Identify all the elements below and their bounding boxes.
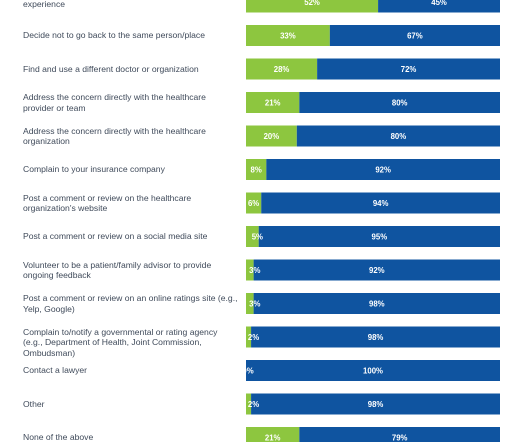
bar-segment-series-1 bbox=[246, 326, 252, 348]
value-label-series-2: 79% bbox=[392, 434, 408, 443]
value-label-series-1: 3% bbox=[249, 300, 260, 309]
bar-segment-series-1 bbox=[246, 393, 252, 415]
value-label-series-1: 6% bbox=[248, 199, 259, 208]
bar-segment-series-2 bbox=[378, 0, 500, 13]
value-label-series-2: 95% bbox=[372, 233, 388, 242]
category-label: Volunteer to be a patient/family advisor… bbox=[23, 259, 212, 281]
category-label: Address the concern directly with the he… bbox=[23, 92, 206, 113]
value-label-series-2: 45% bbox=[431, 0, 447, 7]
bar-segment-series-2 bbox=[251, 393, 500, 415]
category-label: Address the concern directly with the he… bbox=[23, 125, 206, 147]
value-label-series-2: 98% bbox=[368, 333, 384, 342]
category-label: Decide not to go back to the same person… bbox=[23, 30, 206, 41]
value-label-series-2: 67% bbox=[407, 32, 423, 41]
value-label-series-1: 21% bbox=[265, 434, 281, 443]
bar-segment-series-2 bbox=[317, 58, 500, 80]
value-label-series-1: 2% bbox=[248, 400, 259, 409]
value-label-series-1: 3% bbox=[249, 266, 260, 275]
category-label: Contact a lawyer bbox=[23, 365, 88, 376]
value-label-series-1: 28% bbox=[274, 65, 290, 74]
bar-segment-series-1 bbox=[246, 159, 267, 180]
category-label: Complain to your insurance company bbox=[23, 164, 165, 175]
value-label-series-1: 20% bbox=[264, 132, 280, 141]
value-label-series-2: 94% bbox=[373, 199, 389, 208]
bar-segment-series-2 bbox=[258, 226, 500, 247]
bar-segment-series-1 bbox=[246, 427, 300, 442]
category-label: Complain to/notify a governmental or rat… bbox=[23, 326, 218, 358]
bar-segment-series-1 bbox=[246, 58, 318, 80]
value-label-series-1: 52% bbox=[304, 0, 320, 7]
category-label: Post a comment or review on a social med… bbox=[23, 231, 208, 242]
bar-segment-series-1 bbox=[246, 25, 330, 46]
bar-segment-series-1 bbox=[246, 226, 259, 247]
value-label-series-2: 98% bbox=[369, 300, 385, 309]
bar-segment-series-1 bbox=[246, 259, 254, 281]
value-label-series-2: 100% bbox=[363, 367, 383, 376]
value-label-series-1: 33% bbox=[280, 32, 296, 41]
category-label: Other bbox=[23, 398, 45, 409]
value-label-series-1: 2% bbox=[248, 333, 259, 342]
bar-segment-series-2 bbox=[299, 92, 500, 113]
value-label-series-1: 8% bbox=[251, 166, 262, 175]
bar-segment-series-1 bbox=[246, 0, 379, 13]
value-label-series-2: 72% bbox=[401, 65, 417, 74]
category-label: Post a comment or review on an online ra… bbox=[23, 293, 238, 314]
bar-segment-series-1 bbox=[246, 92, 300, 113]
bar-segment-series-1 bbox=[246, 125, 297, 147]
bar-segment-series-1 bbox=[246, 293, 254, 314]
bar-segment-series-2 bbox=[299, 427, 500, 442]
bar-segment-series-2 bbox=[253, 259, 500, 281]
bar-segment-series-2 bbox=[246, 360, 500, 381]
value-label-series-2: 92% bbox=[369, 266, 385, 275]
category-label: Post a comment or review on the healthca… bbox=[23, 192, 192, 214]
value-label-series-2: 80% bbox=[391, 132, 407, 141]
category-label: experience bbox=[23, 0, 66, 9]
bar-segment-series-1 bbox=[246, 192, 262, 214]
bar-segment-series-2 bbox=[251, 326, 500, 348]
bar-segment-series-2 bbox=[253, 293, 500, 314]
bar-segment-series-2 bbox=[261, 192, 500, 214]
value-label-series-2: 92% bbox=[375, 166, 391, 175]
value-label-series-1: 5% bbox=[252, 233, 263, 242]
category-label: Find and use a different doctor or organ… bbox=[23, 63, 199, 74]
value-label-series-1: 21% bbox=[265, 99, 281, 108]
bar-segment-series-2 bbox=[266, 159, 500, 180]
value-label-series-2: 98% bbox=[368, 400, 384, 409]
category-label: None of the above bbox=[23, 432, 94, 443]
value-label-series-1: 0% bbox=[242, 367, 253, 376]
bar-segment-series-2 bbox=[329, 25, 500, 46]
value-label-series-2: 80% bbox=[392, 99, 408, 108]
bar-segment-series-2 bbox=[296, 125, 500, 147]
